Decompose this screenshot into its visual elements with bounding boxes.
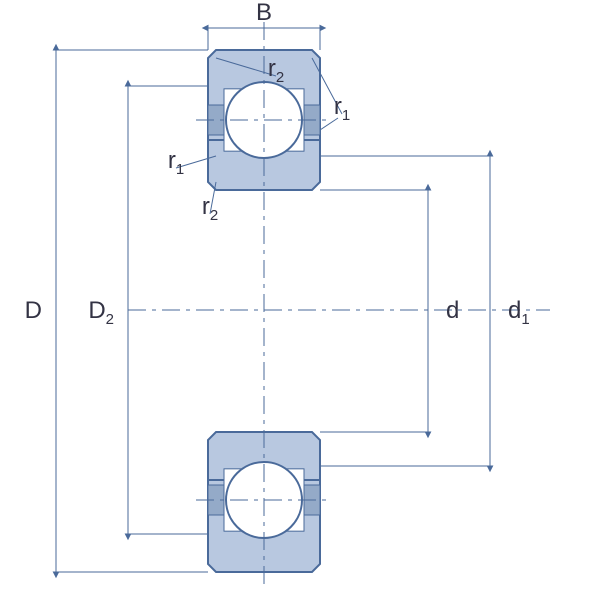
dimension: d [320,190,459,432]
dim-label: d [446,297,459,324]
dim-label: B [256,0,272,26]
dim-label: D [25,297,42,324]
r-label: r2 [202,193,218,224]
dim-label: d1 [508,297,530,328]
dimension: D2 [88,86,208,534]
bearing-diagram: BDD2dd1r2r1r1r2 [0,0,600,600]
dimension: B [208,0,320,50]
dimension: d1 [320,156,530,466]
dim-label: D2 [88,297,114,328]
dimension: D [25,50,208,572]
r-label: r1 [168,147,184,178]
